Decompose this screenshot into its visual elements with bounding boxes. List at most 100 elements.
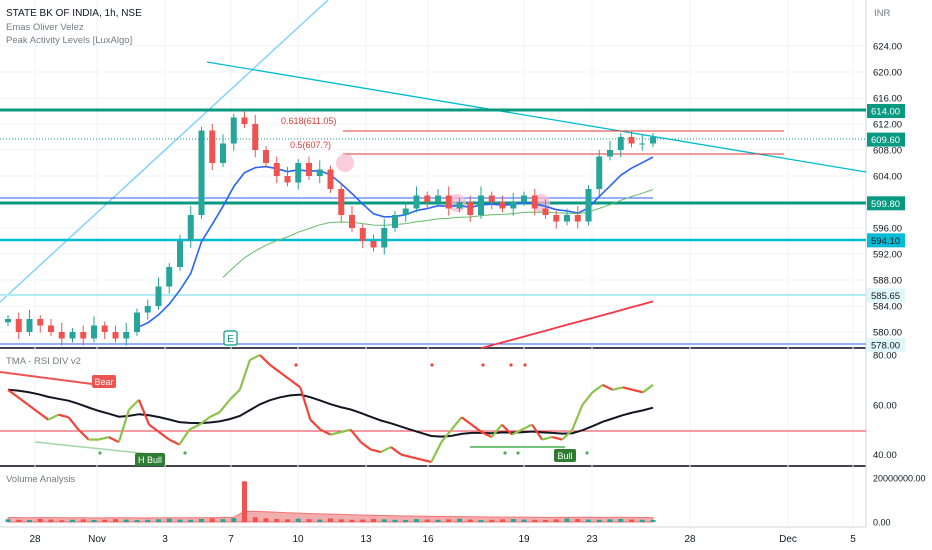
- volume-bar: [586, 519, 591, 522]
- rsi-segment: [470, 423, 483, 434]
- price-badge-label: 585.65: [871, 291, 900, 302]
- candle-body: [338, 189, 345, 215]
- candle-body: [295, 163, 302, 183]
- candle-body: [198, 130, 205, 215]
- candle-body: [639, 143, 646, 145]
- price-badge-label: 609.60: [871, 135, 900, 146]
- rsi-segment: [541, 436, 553, 441]
- volume-bar: [59, 520, 65, 522]
- volume-bar: [629, 519, 634, 522]
- candle-body: [123, 332, 130, 339]
- rsi-tick-label: 80.00: [873, 350, 897, 361]
- indicator-legend-1: Emas Oliver Velez: [6, 22, 84, 33]
- rsi-segment: [571, 404, 584, 431]
- volume-tick-label: 20000000.00: [873, 474, 926, 484]
- bull-badge-label: Bull: [557, 451, 572, 461]
- time-tick-label: 3: [162, 534, 168, 545]
- volume-bar: [91, 520, 97, 522]
- price-badge-label: 594.10: [871, 236, 900, 247]
- volume-bar: [123, 519, 129, 522]
- time-tick-label: 19: [518, 534, 530, 545]
- rsi-segment: [309, 418, 322, 431]
- rsi-segment: [531, 424, 544, 441]
- rsi-segment: [37, 411, 49, 421]
- candle-body: [252, 124, 259, 150]
- volume-bar: [188, 519, 194, 522]
- candle-body: [370, 241, 377, 248]
- price-tick-label: 624.00: [873, 42, 902, 53]
- volume-bar: [338, 519, 344, 522]
- candle-body: [402, 208, 409, 215]
- volume-bar: [199, 518, 204, 522]
- volume-bar: [521, 519, 527, 522]
- volume-bar: [156, 519, 161, 522]
- rsi-segment: [27, 403, 39, 414]
- candle-body: [585, 189, 592, 222]
- price-badge-label: 614.00: [871, 107, 900, 118]
- rsi-segment: [168, 438, 180, 446]
- volume-bar: [435, 519, 441, 522]
- rsi-segment: [511, 428, 523, 436]
- rsi-segment: [249, 353, 261, 361]
- candle-body: [177, 241, 183, 267]
- time-tick-label: 28: [684, 534, 696, 545]
- candle-body: [531, 195, 538, 209]
- rsi-segment: [117, 409, 130, 443]
- candle-body: [91, 325, 97, 339]
- volume-bar: [607, 519, 613, 522]
- volume-bar: [306, 519, 312, 522]
- time-tick-label: Dec: [779, 534, 797, 545]
- rsi-axis: 80.00 60.00 40.00: [873, 350, 897, 461]
- rsi-segment: [209, 411, 221, 419]
- rsi-segment: [98, 436, 110, 441]
- ema-green-line: [222, 189, 654, 278]
- volume-bar: [252, 517, 258, 522]
- candle-body: [359, 228, 366, 241]
- volume-bar: [5, 519, 11, 522]
- rsi-segment: [218, 399, 231, 413]
- price-tick-label: 596.00: [873, 224, 902, 235]
- rsi-signal-dot: [509, 363, 513, 367]
- price-badge: [867, 338, 905, 352]
- candle-body: [445, 195, 452, 209]
- candle-body: [26, 319, 33, 332]
- price-badge: [867, 233, 905, 248]
- rsi-segment: [632, 388, 644, 394]
- rsi-segment: [440, 428, 453, 443]
- price-tick-label: 620.00: [873, 68, 902, 79]
- rsi-segment: [228, 389, 241, 401]
- rising-trendline[interactable]: [0, 0, 329, 303]
- time-tick-label: 7: [228, 534, 234, 545]
- candle-body: [306, 163, 312, 176]
- time-tick-label: 13: [360, 534, 372, 545]
- price-badges: 614.00 609.60 599.80 594.10 585.65 578.00: [867, 104, 905, 352]
- volume-bar: [381, 519, 387, 522]
- rsi-segment: [198, 416, 211, 426]
- candle-body: [381, 228, 388, 248]
- fib-0-5-label: 0.5(607.?): [290, 140, 331, 150]
- rsi-segment: [269, 364, 281, 374]
- candle-body: [263, 150, 269, 163]
- rsi-segment: [340, 428, 351, 434]
- volume-bar: [596, 519, 602, 522]
- time-axis: 28 Nov 3 7 10 13 16 19 23 28 Dec 5: [29, 534, 856, 545]
- volume-bar: [220, 519, 226, 522]
- volume-bar: [134, 520, 140, 522]
- candle-body: [230, 117, 237, 144]
- candle-body: [349, 215, 355, 228]
- rsi-segment: [521, 423, 533, 431]
- rsi-signal-dot: [516, 451, 520, 455]
- volume-bar: [16, 519, 22, 522]
- candle-body: [15, 319, 22, 332]
- price-tick-label: 604.00: [873, 172, 902, 183]
- rsi-tma-line: [7, 388, 654, 438]
- volume-bar: [209, 518, 215, 522]
- ema-signal-marker[interactable]: [223, 330, 238, 346]
- volume-bar: [457, 518, 462, 522]
- rsi-signal-dot: [430, 363, 434, 367]
- candle-body: [607, 150, 613, 157]
- vertical-grid: [0, 0, 866, 527]
- rsi-segment: [128, 398, 140, 411]
- rsi-line: [7, 353, 654, 464]
- price-tick-label: 584.00: [873, 302, 902, 313]
